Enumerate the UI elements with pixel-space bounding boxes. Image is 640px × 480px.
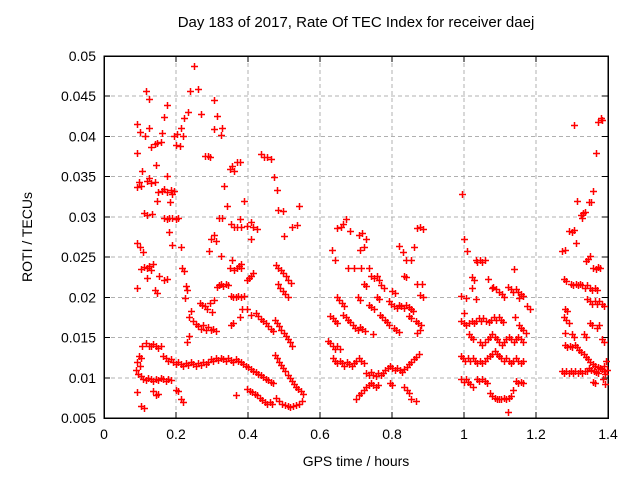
x-axis-label: GPS time / hours (302, 453, 410, 469)
y-tick-label: 0.045 (61, 88, 96, 104)
x-tick-label: 0.6 (310, 426, 330, 442)
y-tick-label: 0.025 (61, 249, 96, 265)
y-tick-label: 0.05 (69, 48, 96, 64)
tick-labels: 0 0.2 0.4 0.6 0.8 1 1.2 1.4 0.005 0.01 0.015 0.02 0.… (61, 48, 618, 442)
y-tick-label: 0.03 (69, 209, 96, 225)
x-tick-label: 0.8 (382, 426, 402, 442)
grid-lines (104, 56, 608, 418)
y-tick-label: 0.01 (69, 370, 96, 386)
data-points (133, 63, 611, 416)
x-tick-label: 0 (100, 426, 108, 442)
y-tick-label: 0.04 (69, 128, 96, 144)
y-tick-label: 0.035 (61, 169, 96, 185)
x-tick-label: 1.4 (598, 426, 618, 442)
y-tick-label: 0.02 (69, 289, 96, 305)
x-tick-label: 1 (460, 426, 468, 442)
y-tick-label: 0.005 (61, 410, 96, 426)
x-tick-label: 0.4 (238, 426, 258, 442)
x-tick-label: 0.2 (166, 426, 186, 442)
chart-title: Day 183 of 2017, Rate Of TEC Index for r… (177, 14, 535, 31)
y-tick-label: 0.015 (61, 330, 96, 346)
plot-border (103, 55, 609, 419)
x-tick-label: 1.2 (526, 426, 546, 442)
